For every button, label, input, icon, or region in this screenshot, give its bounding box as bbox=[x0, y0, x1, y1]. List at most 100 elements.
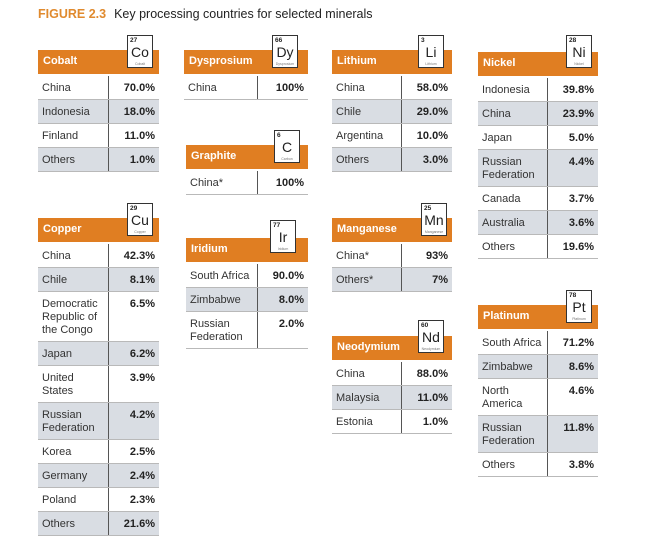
share-cell: 8.1% bbox=[108, 268, 159, 291]
table-row: China 100% bbox=[184, 76, 308, 100]
table-row: Russian Federation 2.0% bbox=[186, 312, 308, 349]
mineral-name: Manganese bbox=[337, 223, 397, 235]
table-row: Democratic Republic of the Congo 6.5% bbox=[38, 292, 159, 342]
country-cell: Estonia bbox=[336, 416, 373, 428]
mineral-name: Dysprosium bbox=[189, 55, 253, 67]
share-cell: 3.0% bbox=[401, 148, 452, 171]
table-row: China 42.3% bbox=[38, 244, 159, 268]
share-cell: 19.6% bbox=[547, 235, 598, 258]
share-cell: 21.6% bbox=[108, 512, 159, 535]
atomic-number: 60 bbox=[421, 322, 429, 329]
share-cell: 11.0% bbox=[108, 124, 159, 147]
element-tile: 66 Dy Dysprosium bbox=[272, 35, 298, 68]
country-cell: Finland bbox=[42, 130, 79, 142]
table-row: China 88.0% bbox=[332, 362, 452, 386]
country-cell: Indonesia bbox=[42, 106, 90, 118]
element-tile: 3 Li Lithium bbox=[418, 35, 444, 68]
element-name: Cobalt bbox=[134, 62, 146, 66]
element-name: Nickel bbox=[574, 62, 584, 66]
element-tile: 25 Mn Manganese bbox=[421, 203, 447, 236]
processing-rows: China* 93% Others* 7% bbox=[332, 244, 452, 292]
table-row: Australia 3.6% bbox=[478, 211, 598, 235]
country-cell: Germany bbox=[42, 470, 88, 482]
mineral-name: Neodymium bbox=[337, 341, 400, 353]
processing-rows: China 42.3% Chile 8.1% Democratic Republic o… bbox=[38, 244, 159, 536]
share-cell: 11.8% bbox=[547, 416, 598, 452]
table-row: Finland 11.0% bbox=[38, 124, 159, 148]
element-symbol: Co bbox=[131, 44, 149, 60]
share-cell: 93% bbox=[401, 244, 452, 267]
element-symbol: Dy bbox=[276, 44, 294, 60]
table-row: Germany 2.4% bbox=[38, 464, 159, 488]
element-symbol: Nd bbox=[422, 329, 440, 345]
atomic-number: 3 bbox=[421, 37, 425, 44]
share-cell: 4.2% bbox=[108, 403, 159, 439]
element-name: Copper bbox=[134, 230, 146, 234]
share-cell: 8.0% bbox=[257, 288, 308, 311]
table-row: Argentina 10.0% bbox=[332, 124, 452, 148]
country-cell: China bbox=[336, 82, 365, 94]
share-cell: 4.4% bbox=[547, 150, 598, 186]
share-cell: 18.0% bbox=[108, 100, 159, 123]
share-cell: 8.6% bbox=[547, 355, 598, 378]
share-cell: 7% bbox=[401, 268, 452, 291]
table-row: China* 100% bbox=[186, 171, 308, 195]
table-row: Indonesia 39.8% bbox=[478, 78, 598, 102]
element-symbol: Li bbox=[425, 44, 437, 60]
atomic-number: 28 bbox=[569, 37, 577, 44]
country-cell: South Africa bbox=[190, 270, 250, 282]
processing-rows: China 70.0% Indonesia 18.0% Finland 11.0% Othe… bbox=[38, 76, 159, 172]
figure-title: FIGURE 2.3 Key processing countries for s… bbox=[38, 7, 373, 21]
share-cell: 5.0% bbox=[547, 126, 598, 149]
table-row: China 23.9% bbox=[478, 102, 598, 126]
mineral-name: Copper bbox=[43, 223, 82, 235]
share-cell: 4.6% bbox=[547, 379, 598, 415]
table-row: Others 3.8% bbox=[478, 453, 598, 477]
element-tile: 27 Co Cobalt bbox=[127, 35, 153, 68]
share-cell: 88.0% bbox=[401, 362, 452, 385]
element-name: Manganese bbox=[424, 230, 444, 234]
country-cell: South Africa bbox=[482, 337, 542, 349]
element-tile: 29 Cu Copper bbox=[127, 203, 153, 236]
share-cell: 1.0% bbox=[108, 148, 159, 171]
share-cell: 42.3% bbox=[108, 244, 159, 267]
table-row: South Africa 71.2% bbox=[478, 331, 598, 355]
processing-rows: China 58.0% Chile 29.0% Argentina 10.0% Others… bbox=[332, 76, 452, 172]
element-name: Iridium bbox=[277, 247, 289, 251]
table-row: Russian Federation 11.8% bbox=[478, 416, 598, 453]
share-cell: 58.0% bbox=[401, 76, 452, 99]
atomic-number: 29 bbox=[130, 205, 138, 212]
share-cell: 2.5% bbox=[108, 440, 159, 463]
share-cell: 2.4% bbox=[108, 464, 159, 487]
element-symbol: Mn bbox=[424, 212, 444, 228]
share-cell: 6.5% bbox=[108, 292, 159, 341]
atomic-number: 27 bbox=[130, 37, 138, 44]
country-cell: Russian Federation bbox=[42, 409, 95, 434]
country-cell: China* bbox=[190, 177, 224, 189]
element-symbol: Ni bbox=[572, 44, 586, 60]
table-row: Russian Federation 4.4% bbox=[478, 150, 598, 187]
atomic-number: 66 bbox=[275, 37, 283, 44]
share-cell: 11.0% bbox=[401, 386, 452, 409]
table-row: United States 3.9% bbox=[38, 366, 159, 403]
processing-rows: South Africa 90.0% Zimbabwe 8.0% Russian Fed… bbox=[186, 264, 308, 349]
table-row: Estonia 1.0% bbox=[332, 410, 452, 434]
share-cell: 3.6% bbox=[547, 211, 598, 234]
processing-rows: China 88.0% Malaysia 11.0% Estonia 1.0% bbox=[332, 362, 452, 434]
country-cell: China bbox=[336, 368, 365, 380]
element-symbol: Ir bbox=[278, 229, 288, 245]
share-cell: 29.0% bbox=[401, 100, 452, 123]
share-cell: 70.0% bbox=[108, 76, 159, 99]
country-cell: Argentina bbox=[336, 130, 384, 142]
element-tile: 78 Pt Platinum bbox=[566, 290, 592, 323]
mineral-name: Nickel bbox=[483, 57, 516, 69]
table-row: China* 93% bbox=[332, 244, 452, 268]
country-cell: China* bbox=[336, 250, 370, 262]
country-cell: Others bbox=[336, 154, 370, 166]
table-row: Malaysia 11.0% bbox=[332, 386, 452, 410]
element-tile: 28 Ni Nickel bbox=[566, 35, 592, 68]
table-row: Zimbabwe 8.6% bbox=[478, 355, 598, 379]
share-cell: 2.0% bbox=[257, 312, 308, 348]
country-cell: Japan bbox=[42, 348, 72, 360]
country-cell: Russian Federation bbox=[482, 156, 535, 181]
